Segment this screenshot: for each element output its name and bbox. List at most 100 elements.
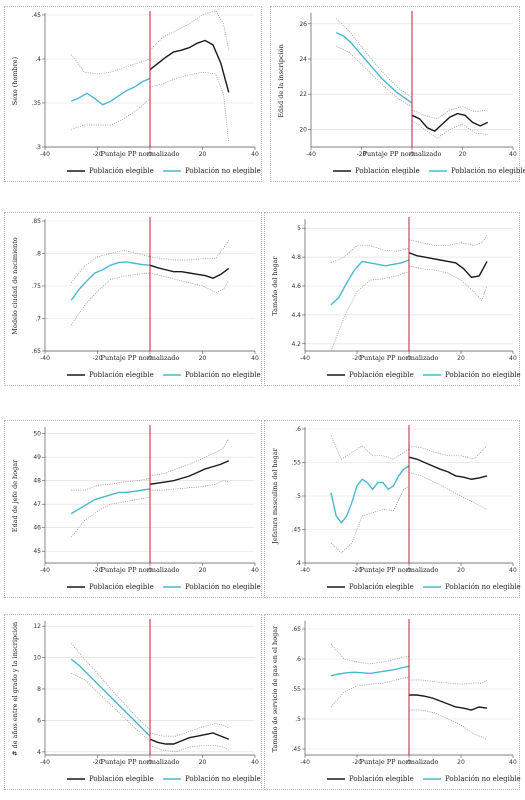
x-tick-label: 40 (509, 151, 517, 158)
ci-band-upper (70, 54, 151, 75)
y-axis-label: Edad de jefe de hogar (11, 459, 19, 532)
ci-band-lower (150, 480, 229, 491)
x-tick-label: 40 (251, 759, 259, 766)
ci-band-upper (71, 478, 151, 491)
y-tick-label: .55 (291, 686, 301, 693)
x-tick-label: 40 (509, 355, 517, 362)
ci-band-lower (336, 46, 413, 107)
x-tick-label: 0 (407, 567, 411, 574)
legend: Población elegible Población no elegible (327, 583, 521, 591)
y-axis-label: Edad de la inscripción (277, 44, 285, 118)
ci-band-upper (409, 679, 488, 685)
series-line-non-eligible (330, 259, 410, 306)
x-tick-label: -20 (93, 355, 103, 362)
ci-band-upper (408, 235, 488, 246)
y-tick-label: .6 (295, 426, 301, 433)
ci-band-lower (330, 485, 410, 554)
legend-label-eligible: Población elegible (355, 167, 420, 175)
y-tick-label: 4.2 (291, 341, 301, 348)
series-line-eligible (411, 112, 489, 132)
x-tick-label: -20 (93, 567, 103, 574)
chart-svg: 45 46 47 48 49 50 -40 -20 0 20 40 Puntaje PP normal… (11, 425, 261, 591)
legend-label-eligible: Población elegible (89, 775, 154, 783)
chart-panel-6: .4 .45 .5 .55 .6 -40 -20 0 20 40 Puntaje PP normal… (264, 420, 521, 598)
y-tick-label: 6 (37, 717, 41, 724)
legend: Población elegible Población no elegible (67, 371, 261, 379)
y-axis-label: Tamaño del hogar (271, 255, 279, 315)
y-tick-label: .45 (291, 746, 301, 753)
y-tick-label: .8 (35, 251, 41, 258)
legend: Población elegible Población no elegible (67, 583, 261, 591)
legend: Población elegible Población no elegible (67, 775, 261, 783)
x-tick-label: -20 (93, 759, 103, 766)
y-tick-label: 50 (33, 431, 41, 438)
x-tick-label: -40 (40, 151, 50, 158)
series-line-non-eligible (330, 665, 410, 677)
x-tick-label: -20 (352, 567, 362, 574)
series-line-non-eligible (335, 31, 413, 104)
x-tick-label: 20 (459, 151, 467, 158)
x-tick-label: -40 (40, 567, 50, 574)
series-line-non-eligible (330, 465, 410, 524)
ci-band-lower (70, 272, 151, 326)
x-tick-label: 0 (407, 355, 411, 362)
legend-label-eligible: Población elegible (89, 583, 154, 591)
legend: Población elegible Población no elegible (327, 775, 521, 783)
ci-band-lower (71, 98, 151, 130)
y-tick-label: 12 (33, 623, 41, 630)
chart-panel-8: .45 .5 .55 .6 .65 -40 -20 0 20 40 Puntaje PP norma… (264, 614, 521, 790)
x-tick-label: -40 (300, 759, 310, 766)
y-tick-label: .7 (35, 316, 41, 323)
series-line-eligible (408, 456, 488, 480)
legend-label-non-eligible: Población no elegible (185, 775, 261, 783)
chart-panel-4: 4.2 4.4 4.6 4.8 5 -40 -20 0 20 40 Puntaje PP norma… (264, 212, 521, 386)
series-line-eligible (149, 460, 230, 485)
x-tick-label: -20 (352, 355, 362, 362)
x-tick-label: -40 (40, 759, 50, 766)
legend: Población elegible Población no elegible (67, 167, 261, 175)
y-tick-label: .45 (31, 12, 41, 19)
chart-svg: .4 .45 .5 .55 .6 -40 -20 0 20 40 Puntaje PP normal… (271, 425, 521, 591)
chart-svg: .45 .5 .55 .6 .65 -40 -20 0 20 40 Puntaje PP norma… (271, 619, 521, 783)
x-tick-label: 20 (199, 759, 207, 766)
legend-label-non-eligible: Población no elegible (451, 167, 525, 175)
x-tick-label: 0 (148, 151, 152, 158)
x-tick-label: 20 (199, 567, 207, 574)
chart-panel-1: .3 .35 .4 .45 -40 -20 0 20 40 Puntaje PP normaliz… (4, 6, 262, 182)
y-tick-label: 10 (33, 655, 41, 662)
series-line-non-eligible (70, 488, 151, 515)
x-tick-label: 40 (509, 759, 517, 766)
legend: Población elegible Población no elegible (327, 371, 521, 379)
chart-panel-5: 45 46 47 48 49 50 -40 -20 0 20 40 Puntaje PP normal… (4, 420, 262, 598)
y-tick-label: .6 (295, 656, 301, 663)
y-axis-label: # de años entre el grado y la inscripció… (11, 622, 19, 756)
y-axis-label: Jefatura masculina del hogar (271, 447, 279, 544)
y-tick-label: .85 (31, 218, 41, 225)
ci-band-upper (149, 240, 230, 261)
ci-band-upper (336, 18, 413, 99)
x-tick-label: 20 (199, 151, 207, 158)
legend-label-eligible: Población elegible (349, 371, 414, 379)
legend-label-eligible: Población elegible (349, 775, 414, 783)
ci-band-upper (70, 643, 151, 731)
ci-band-upper (411, 106, 488, 120)
series-line-non-eligible (70, 658, 151, 737)
x-tick-label: 40 (251, 151, 259, 158)
chart-svg: .65 .7 .75 .8 .85 -40 -20 0 20 40 Puntaje PP norma… (11, 217, 261, 379)
ci-band-lower (330, 676, 410, 708)
legend-label-eligible: Población elegible (349, 583, 414, 591)
x-tick-label: -40 (300, 567, 310, 574)
y-tick-label: .4 (295, 560, 301, 567)
x-tick-label: 0 (148, 759, 152, 766)
y-tick-label: 26 (299, 21, 307, 28)
x-axis-label: Puntaje PP normalizado (101, 566, 180, 574)
y-tick-label: 4.6 (291, 283, 301, 290)
series-line-eligible (149, 732, 230, 745)
x-axis-label: Puntaje PP normalizado (360, 566, 439, 574)
ci-band-upper (408, 445, 488, 460)
y-tick-label: 47 (33, 501, 41, 508)
x-tick-label: -40 (306, 151, 316, 158)
ci-band-upper (330, 643, 410, 665)
chart-panel-3: .65 .7 .75 .8 .85 -40 -20 0 20 40 Puntaje PP norma… (4, 212, 262, 386)
chart-svg: .3 .35 .4 .45 -40 -20 0 20 40 Puntaje PP normaliz… (11, 10, 261, 175)
